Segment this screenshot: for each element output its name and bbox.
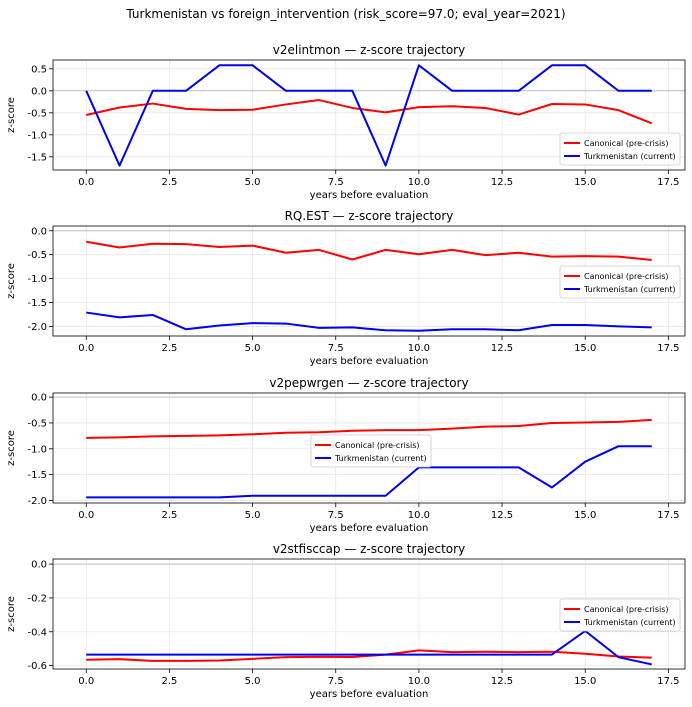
x-tick-label: 10.0 — [408, 177, 430, 188]
x-tick-label: 12.5 — [491, 343, 513, 354]
legend-box — [310, 434, 432, 468]
x-tick-label: 0.0 — [78, 343, 94, 354]
y-tick-label: 0.0 — [31, 226, 47, 237]
legend-entry: Canonical (pre-crisis) — [335, 441, 420, 450]
y-axis-label: z-score — [6, 97, 17, 133]
y-tick-label: -2.0 — [27, 322, 47, 333]
series-line-canonical — [86, 418, 652, 439]
y-tick-label: -0.5 — [27, 418, 47, 429]
series-line-turkmenistan — [86, 445, 652, 499]
subplot-title: v2stfisccap — z-score trajectory — [273, 542, 465, 556]
x-axis-label: years before evaluation — [310, 356, 429, 367]
x-tick-label: 2.5 — [161, 343, 177, 354]
legend: Canonical (pre-crisis) Turkmenistan (curr… — [559, 132, 681, 166]
x-tick-label: 15.0 — [574, 177, 596, 188]
x-tick-label: 12.5 — [491, 177, 513, 188]
y-tick-label: -1.5 — [27, 470, 47, 481]
x-tick-label: 7.5 — [328, 510, 344, 521]
x-axis-label: years before evaluation — [310, 689, 429, 700]
y-tick-label: -0.6 — [27, 661, 47, 672]
legend-entry: Turkmenistan (current) — [583, 285, 676, 294]
x-tick-label: 5.0 — [245, 177, 261, 188]
x-tick-label: 5.0 — [245, 510, 261, 521]
axes-frame — [52, 225, 686, 337]
subplot-1: 0.0 2.5 5.0 7.5 10.0 12.5 15.0 17.5 0.5 0.0 -0.5 -1… — [6, 43, 686, 201]
legend: Canonical (pre-crisis) Turkmenistan (curr… — [559, 265, 681, 299]
x-tick-label: 10.0 — [408, 343, 430, 354]
legend-entry: Canonical (pre-crisis) — [584, 272, 669, 281]
series-line-canonical — [86, 99, 653, 125]
y-axis-label: z-score — [6, 596, 17, 632]
legend-entry: Turkmenistan (current) — [334, 454, 427, 463]
y-tick-label: 0.0 — [31, 560, 47, 571]
legend: Canonical (pre-crisis) Turkmenistan (curr… — [559, 598, 681, 632]
legend-box — [559, 265, 681, 299]
x-tick-label: 2.5 — [161, 676, 177, 687]
y-tick-label: -0.5 — [27, 108, 47, 119]
x-axis-label: years before evaluation — [310, 190, 429, 201]
y-tick-label: -1.0 — [27, 444, 47, 455]
y-tick-label: 0.0 — [31, 393, 47, 404]
series-line-turkmenistan — [85, 64, 652, 167]
y-tick-label: -2.0 — [27, 496, 47, 507]
legend-entry: Canonical (pre-crisis) — [584, 139, 669, 148]
subplot-title: v2pepwrgen — z-score trajectory — [269, 376, 468, 390]
subplot-title: v2elintmon — z-score trajectory — [273, 43, 465, 57]
legend-entry: Turkmenistan (current) — [583, 152, 676, 161]
x-tick-label: 17.5 — [657, 510, 679, 521]
x-tick-label: 17.5 — [657, 676, 679, 687]
x-axis-label: years before evaluation — [310, 523, 429, 534]
x-tick-label: 0.0 — [78, 177, 94, 188]
y-tick-label: 0.0 — [31, 86, 47, 97]
axes-frame — [52, 392, 686, 504]
figure-title: Turkmenistan vs foreign_intervention (ri… — [125, 7, 565, 21]
x-tick-label: 15.0 — [574, 343, 596, 354]
x-tick-label: 7.5 — [328, 676, 344, 687]
legend-entry: Turkmenistan (current) — [583, 618, 676, 627]
y-tick-label: -0.5 — [27, 250, 47, 261]
y-tick-label: -0.2 — [27, 593, 47, 604]
series-line-canonical — [86, 240, 652, 261]
legend-box — [559, 132, 681, 166]
y-axis-label: z-score — [6, 430, 17, 466]
x-tick-label: 12.5 — [491, 510, 513, 521]
y-tick-label: -1.5 — [27, 298, 47, 309]
y-tick-label: -1.5 — [27, 152, 47, 163]
y-axis-label: z-score — [6, 263, 17, 299]
x-tick-label: 17.5 — [657, 343, 679, 354]
x-tick-label: 15.0 — [574, 510, 596, 521]
axes-frame — [52, 558, 686, 670]
y-tick-label: -1.0 — [27, 274, 47, 285]
x-tick-label: 17.5 — [657, 177, 679, 188]
subplot-4: 0.0 2.5 5.0 7.5 10.0 12.5 15.0 17.5 0.0 -0.2 -0.4 -… — [6, 542, 686, 700]
x-tick-label: 12.5 — [491, 676, 513, 687]
x-tick-label: 10.0 — [408, 510, 430, 521]
x-tick-label: 15.0 — [574, 676, 596, 687]
x-tick-label: 2.5 — [161, 177, 177, 188]
x-tick-label: 5.0 — [245, 676, 261, 687]
x-tick-label: 0.0 — [78, 676, 94, 687]
subplot-title: RQ.EST — z-score trajectory — [285, 209, 454, 223]
series-line-turkmenistan — [86, 629, 652, 666]
legend-entry: Canonical (pre-crisis) — [584, 605, 669, 614]
subplot-3: 0.0 2.5 5.0 7.5 10.0 12.5 15.0 17.5 0.0 -0.5 -1.0 -… — [6, 376, 686, 534]
series-line-canonical — [86, 649, 652, 662]
legend: Canonical (pre-crisis) Turkmenistan (curr… — [310, 434, 432, 468]
y-tick-label: -1.0 — [27, 130, 47, 141]
x-tick-label: 2.5 — [161, 510, 177, 521]
x-tick-label: 7.5 — [328, 177, 344, 188]
axes-frame — [52, 59, 686, 171]
series-line-turkmenistan — [86, 311, 652, 332]
x-tick-label: 7.5 — [328, 343, 344, 354]
subplot-2: 0.0 2.5 5.0 7.5 10.0 12.5 15.0 17.5 0.0 -0.5 -1.0 -… — [6, 209, 686, 367]
x-tick-label: 0.0 — [78, 510, 94, 521]
x-tick-label: 5.0 — [245, 343, 261, 354]
y-tick-label: -0.4 — [27, 627, 47, 638]
y-tick-label: 0.5 — [31, 64, 47, 75]
x-tick-label: 10.0 — [408, 676, 430, 687]
legend-box — [559, 598, 681, 632]
